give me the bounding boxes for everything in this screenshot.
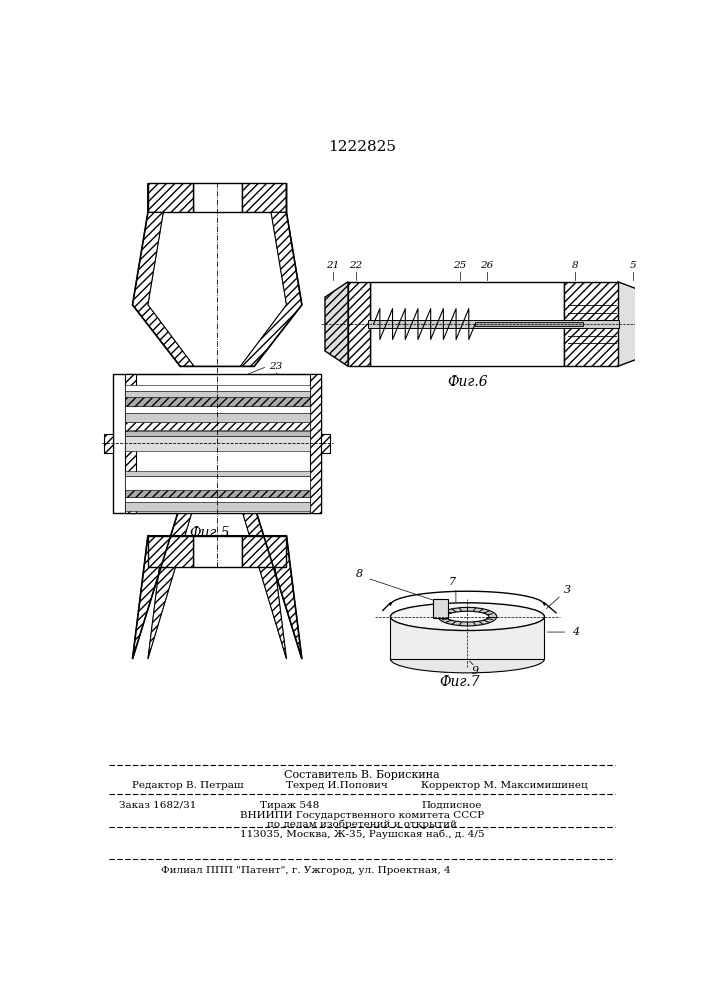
Bar <box>125 502 310 511</box>
Text: по делам изобретений и открытий: по делам изобретений и открытий <box>267 820 457 829</box>
Text: 113035, Москва, Ж-35, Раушская наб., д. 4/5: 113035, Москва, Ж-35, Раушская наб., д. … <box>240 829 484 839</box>
Polygon shape <box>192 183 242 212</box>
Ellipse shape <box>438 607 497 626</box>
Text: Техред И.Попович: Техред И.Попович <box>286 781 388 790</box>
Bar <box>125 385 310 391</box>
Text: 4: 4 <box>273 430 279 439</box>
Text: 8: 8 <box>356 569 363 579</box>
Text: 23: 23 <box>269 362 282 371</box>
Polygon shape <box>192 536 242 567</box>
Text: 21: 21 <box>326 261 339 270</box>
Bar <box>125 431 310 436</box>
Polygon shape <box>390 617 544 659</box>
Text: 13: 13 <box>284 465 298 474</box>
Text: Филиал ППП "Патент", г. Ужгород, ул. Проектная, 4: Филиал ППП "Патент", г. Ужгород, ул. Про… <box>161 866 450 875</box>
Text: Корректор М. Максимишинец: Корректор М. Максимишинец <box>421 781 588 790</box>
Text: 4: 4 <box>572 627 579 637</box>
Polygon shape <box>618 282 648 366</box>
Polygon shape <box>242 183 286 212</box>
Polygon shape <box>240 505 302 659</box>
Text: 3: 3 <box>281 397 287 406</box>
Polygon shape <box>132 505 194 659</box>
Text: 10: 10 <box>292 488 305 497</box>
Bar <box>125 476 310 490</box>
Text: 8: 8 <box>572 261 578 270</box>
Bar <box>104 434 113 453</box>
Polygon shape <box>148 536 192 567</box>
Text: 26: 26 <box>480 261 493 270</box>
Text: Составитель В. Борискина: Составитель В. Борискина <box>284 770 440 780</box>
Polygon shape <box>132 212 194 366</box>
Text: 5: 5 <box>630 261 636 270</box>
Bar <box>475 322 583 326</box>
Text: Фиг.7: Фиг.7 <box>440 675 480 689</box>
Text: 1222825: 1222825 <box>328 140 396 154</box>
Text: 9: 9 <box>276 442 283 451</box>
Bar <box>125 413 310 422</box>
Bar <box>125 397 310 406</box>
Bar <box>433 599 448 618</box>
Text: 9: 9 <box>472 666 479 676</box>
Text: Подписное: Подписное <box>421 801 481 810</box>
Ellipse shape <box>390 645 544 673</box>
Bar <box>113 374 321 513</box>
Bar <box>125 391 310 397</box>
Text: 7: 7 <box>276 385 283 394</box>
Bar <box>368 320 619 328</box>
Ellipse shape <box>446 611 489 622</box>
Bar <box>125 471 310 476</box>
Text: 5: 5 <box>284 408 291 417</box>
Text: Фиг.6: Фиг.6 <box>447 375 488 389</box>
Text: ВНИИПИ Государственного комитета СССР: ВНИИПИ Государственного комитета СССР <box>240 811 484 820</box>
Polygon shape <box>242 536 286 567</box>
Text: Фиг.5: Фиг.5 <box>189 526 230 540</box>
Bar <box>125 490 310 497</box>
Polygon shape <box>240 212 302 366</box>
Polygon shape <box>325 282 348 366</box>
Polygon shape <box>148 212 286 366</box>
Bar <box>125 406 310 413</box>
Bar <box>125 497 310 502</box>
Bar <box>370 282 563 366</box>
Text: 6: 6 <box>288 419 295 428</box>
Text: 3: 3 <box>564 585 571 595</box>
Text: 12: 12 <box>288 477 301 486</box>
Text: Тираж 548: Тираж 548 <box>259 801 319 810</box>
Bar <box>348 282 370 366</box>
Polygon shape <box>148 183 192 212</box>
Text: 7: 7 <box>448 577 455 587</box>
Text: 11: 11 <box>281 454 293 463</box>
Bar <box>125 422 310 430</box>
Text: 22: 22 <box>349 261 363 270</box>
Ellipse shape <box>390 603 544 631</box>
Bar <box>125 436 310 451</box>
Text: Редактор В. Петраш: Редактор В. Петраш <box>132 781 244 790</box>
Bar <box>321 434 330 453</box>
Text: Заказ 1682/31: Заказ 1682/31 <box>119 801 197 810</box>
Polygon shape <box>148 505 286 659</box>
Bar <box>310 374 321 513</box>
Text: 1: 1 <box>273 373 279 382</box>
Bar <box>125 374 136 513</box>
Bar <box>563 282 618 366</box>
Text: 25: 25 <box>453 261 467 270</box>
